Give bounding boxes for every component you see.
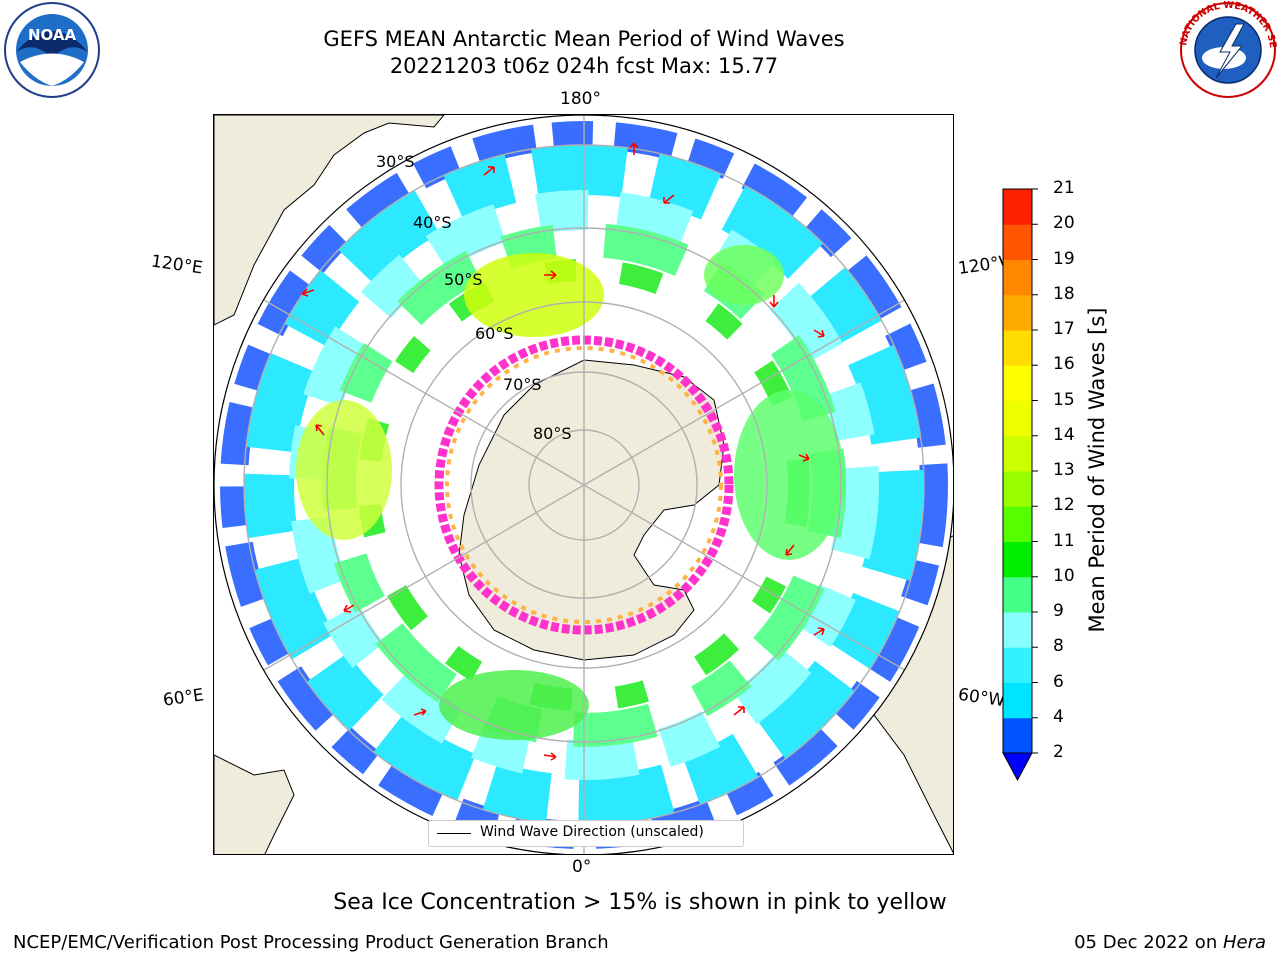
colorbar-tick-label: 19	[1053, 248, 1075, 269]
colorbar-tick-label: 18	[1053, 283, 1075, 304]
colorbar-tick-label: 15	[1053, 389, 1075, 410]
lat-label-70s: 70°S	[503, 375, 542, 394]
colorbar-tick-label: 9	[1053, 601, 1064, 621]
colorbar-bin	[1003, 647, 1032, 683]
map-panel: Wind Wave Direction (unscaled)	[213, 114, 954, 855]
colorbar-bin	[1003, 506, 1032, 542]
colorbar-extend-triangle	[1002, 752, 1033, 782]
colorbar-bin	[1003, 365, 1032, 401]
lon-label-120e: 120°E	[149, 251, 204, 279]
nws-logo: NATIONAL WEATHER SERVICE	[1176, 0, 1278, 98]
lon-label-0: 0°	[572, 857, 592, 877]
legend-label: Wind Wave Direction (unscaled)	[480, 824, 704, 840]
colorbar-bin	[1003, 189, 1032, 225]
footer-date-text: 05 Dec 2022 on	[1074, 932, 1223, 953]
map-legend: Wind Wave Direction (unscaled)	[428, 820, 744, 847]
lat-label-30s: 30°S	[376, 152, 415, 171]
colorbar-tick-label: 16	[1053, 354, 1075, 375]
footer-machine: Hera	[1222, 932, 1266, 953]
colorbar-label: Mean Period of Wind Waves [s]	[1085, 307, 1109, 633]
lon-label-60e: 60°E	[161, 685, 206, 711]
colorbar-bin	[1003, 259, 1032, 296]
footer-credit: NCEP/EMC/Verification Post Processing Pr…	[13, 932, 609, 953]
colorbar-bin	[1003, 612, 1032, 648]
footer-date: 05 Dec 2022 on Hera	[1074, 932, 1266, 953]
colorbar-tick-label: 20	[1053, 213, 1075, 234]
chart-subtitle-forecast: 20221203 t06z 024h fcst Max: 15.77	[389, 54, 779, 78]
colorbar-bin	[1003, 400, 1032, 437]
colorbar-bin	[1003, 717, 1032, 754]
colorbar-bin	[1003, 471, 1032, 507]
africa-land	[214, 754, 295, 854]
colorbar-bin	[1003, 541, 1032, 578]
australia-land	[214, 115, 445, 326]
colorbar-tick-label: 10	[1053, 565, 1075, 586]
colorbar-tick-label: 14	[1053, 424, 1075, 445]
noaa-logo-text: NOAA	[28, 26, 77, 44]
colorbar	[1002, 188, 1038, 782]
colorbar-bin	[1003, 576, 1032, 613]
lat-label-50s: 50°S	[444, 270, 483, 289]
lat-label-80s: 80°S	[533, 424, 572, 443]
colorbar-tick-label: 4	[1053, 706, 1064, 727]
lat-lon-grid	[214, 115, 953, 854]
lat-label-40s: 40°S	[413, 213, 452, 232]
colorbar-bin	[1003, 682, 1032, 719]
sea-ice-note: Sea Ice Concentration > 15% is shown in …	[333, 890, 947, 915]
wind-wave-arrows	[301, 142, 825, 761]
colorbar-tick-label: 17	[1053, 319, 1075, 339]
colorbar-tick-label: 13	[1053, 460, 1075, 480]
colorbar-bin	[1003, 435, 1032, 472]
noaa-logo: NOAA	[4, 2, 100, 98]
colorbar-bin	[1003, 224, 1032, 260]
polar-map	[214, 115, 953, 854]
colorbar-bin	[1003, 330, 1032, 366]
colorbar-tick-label: 6	[1053, 671, 1064, 692]
colorbar-tick-label: 21	[1053, 178, 1075, 198]
legend-line-swatch	[437, 833, 471, 834]
colorbar-tick-label: 2	[1053, 742, 1064, 762]
lon-label-180: 180°	[560, 89, 601, 109]
chart-title: GEFS MEAN Antarctic Mean Period of Wind …	[323, 27, 845, 51]
lat-label-60s: 60°S	[475, 324, 514, 343]
colorbar-tick-label: 12	[1053, 495, 1075, 516]
colorbar-tick-label: 8	[1053, 636, 1064, 657]
colorbar-tick-label: 11	[1053, 530, 1075, 551]
colorbar-bin	[1003, 294, 1032, 331]
